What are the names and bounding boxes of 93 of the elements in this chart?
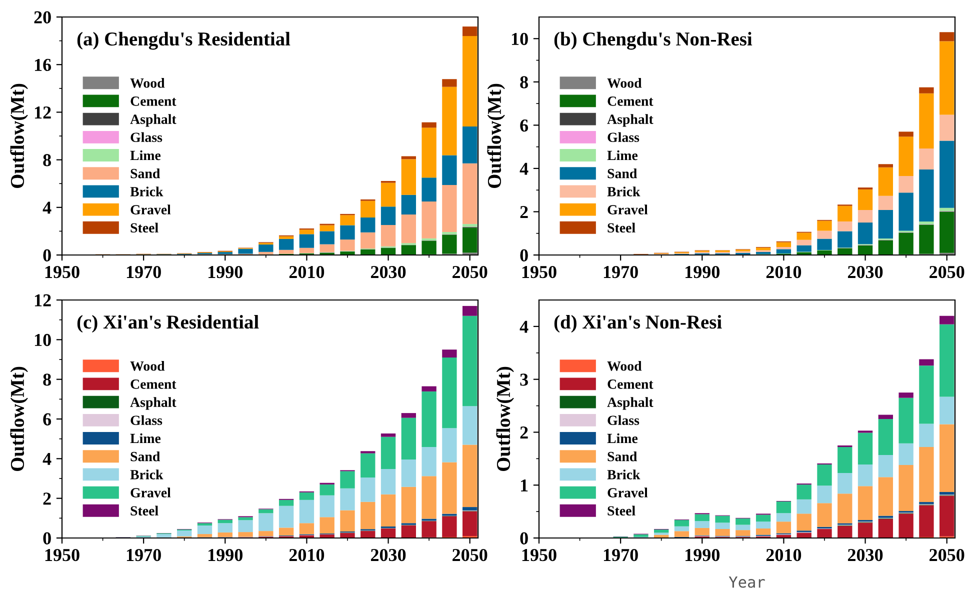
legend-label: Wood: [607, 360, 642, 371]
x-tick-label: 1950: [45, 266, 80, 278]
y-tick-label: 10: [34, 334, 51, 346]
y-tick-label: 20: [34, 11, 51, 24]
y-tick-label: 2: [520, 206, 528, 218]
legend-label: Steel: [130, 506, 158, 516]
y-tick-label: 0: [520, 532, 528, 544]
legend-label: Sand: [130, 168, 160, 178]
y-tick-label: 12: [34, 106, 51, 118]
legend-label: Cement: [130, 96, 176, 106]
x-tick-label: 1970: [126, 548, 161, 562]
legend-label: Gravel: [130, 204, 171, 214]
y-tick-label: 2: [43, 492, 51, 505]
y-tick-label: 4: [520, 320, 528, 333]
legend-label: Asphalt: [607, 397, 654, 410]
legend-label: Brick: [607, 470, 640, 480]
y-tick-label: 10: [512, 32, 528, 46]
y-axis-title: Outflow(Mt): [487, 84, 505, 188]
legend-label: Lime: [607, 433, 638, 444]
x-tick-label: 1970: [604, 548, 638, 562]
legend-label: Wood: [130, 78, 165, 88]
legend-label: Steel: [608, 222, 636, 233]
legend-label: Wood: [607, 78, 642, 88]
y-tick-label: 1: [521, 479, 528, 492]
y-axis-title: Outflow(Mt): [10, 84, 28, 188]
x-tick-label: 1990: [208, 548, 243, 562]
legend-label: Sand: [608, 168, 638, 178]
x-tick-label: 2010: [766, 266, 802, 278]
legend-label: Glass: [130, 415, 162, 426]
x-tick-label: 1950: [45, 548, 80, 562]
x-tick-label: 2010: [766, 548, 802, 562]
y-tick-label: 0: [43, 532, 51, 544]
y-tick-label: 8: [43, 374, 51, 386]
x-tick-label: 2050: [930, 266, 964, 278]
x-tick-label: 2050: [452, 548, 488, 562]
legend-label: Glass: [130, 132, 162, 142]
x-tick-label: 1950: [522, 266, 556, 278]
legend-label: Gravel: [130, 488, 171, 498]
x-tick-label: 2050: [930, 548, 964, 562]
y-tick-label: 4: [42, 453, 52, 465]
x-tick-label: 2030: [370, 548, 406, 562]
x-tick-label: 2030: [370, 266, 406, 278]
x-tick-label: 2010: [289, 548, 324, 562]
legend-label: Cement: [608, 380, 654, 389]
y-tick-label: 0: [520, 249, 528, 262]
x-tick-label: 1990: [686, 548, 720, 562]
legend-label: Wood: [130, 360, 165, 371]
x-tick-label: 1990: [208, 266, 243, 278]
legend-label: Asphalt: [130, 397, 176, 410]
x-tick-label: 2010: [289, 266, 324, 278]
y-axis-title: Outflow(Mt): [496, 366, 514, 471]
legend-label: Lime: [607, 150, 638, 160]
legend-label: Asphalt: [130, 114, 176, 127]
legend-label: Asphalt: [607, 114, 654, 127]
legend-label: Sand: [130, 451, 160, 462]
x-tick-label: 1990: [686, 266, 720, 278]
legend-label: Lime: [130, 150, 161, 160]
text: (b) Chengdu's Non-Resi: [554, 32, 752, 50]
y-axis-title: Outflow(Mt): [10, 366, 28, 471]
y-tick-label: 4: [42, 202, 52, 214]
legend-label: Glass: [608, 132, 640, 142]
y-tick-label: 4: [520, 162, 528, 175]
legend-label: Brick: [130, 470, 164, 480]
legend-label: Sand: [608, 451, 638, 462]
legend-label: Cement: [608, 96, 654, 106]
x-tick-label: 2050: [452, 266, 488, 278]
text: (d) Xi'an's Non-Resi: [554, 314, 722, 333]
y-tick-label: 8: [43, 154, 51, 166]
text: (a) Chengdu's Residential: [77, 32, 290, 50]
y-tick-label: 16: [34, 58, 52, 72]
y-tick-label: 3: [520, 374, 528, 386]
y-tick-label: 6: [43, 413, 52, 426]
x-tick-label: 1970: [604, 266, 638, 278]
legend-label: Steel: [130, 222, 158, 233]
legend-label: Lime: [130, 433, 161, 444]
legend-label: Gravel: [608, 488, 648, 498]
legend-label: Brick: [130, 186, 164, 196]
y-tick-label: 6: [520, 119, 528, 132]
y-tick-label: 12: [34, 294, 51, 306]
x-tick-label: 2030: [848, 548, 883, 562]
y-tick-label: 0: [43, 249, 51, 262]
x-tick-label: 1970: [126, 266, 161, 278]
x-axis-title: Year: [728, 576, 765, 588]
x-tick-label: 2030: [848, 266, 883, 278]
legend-label: Cement: [130, 380, 176, 389]
y-tick-label: 2: [520, 426, 528, 438]
y-tick-label: 8: [520, 76, 528, 88]
legend-label: Glass: [608, 415, 640, 426]
text: (c) Xi'an's Residential: [77, 314, 259, 333]
legend-label: Brick: [607, 186, 640, 196]
legend-label: Gravel: [608, 204, 648, 214]
x-tick-label: 1950: [522, 548, 556, 562]
legend-label: Steel: [608, 506, 636, 516]
